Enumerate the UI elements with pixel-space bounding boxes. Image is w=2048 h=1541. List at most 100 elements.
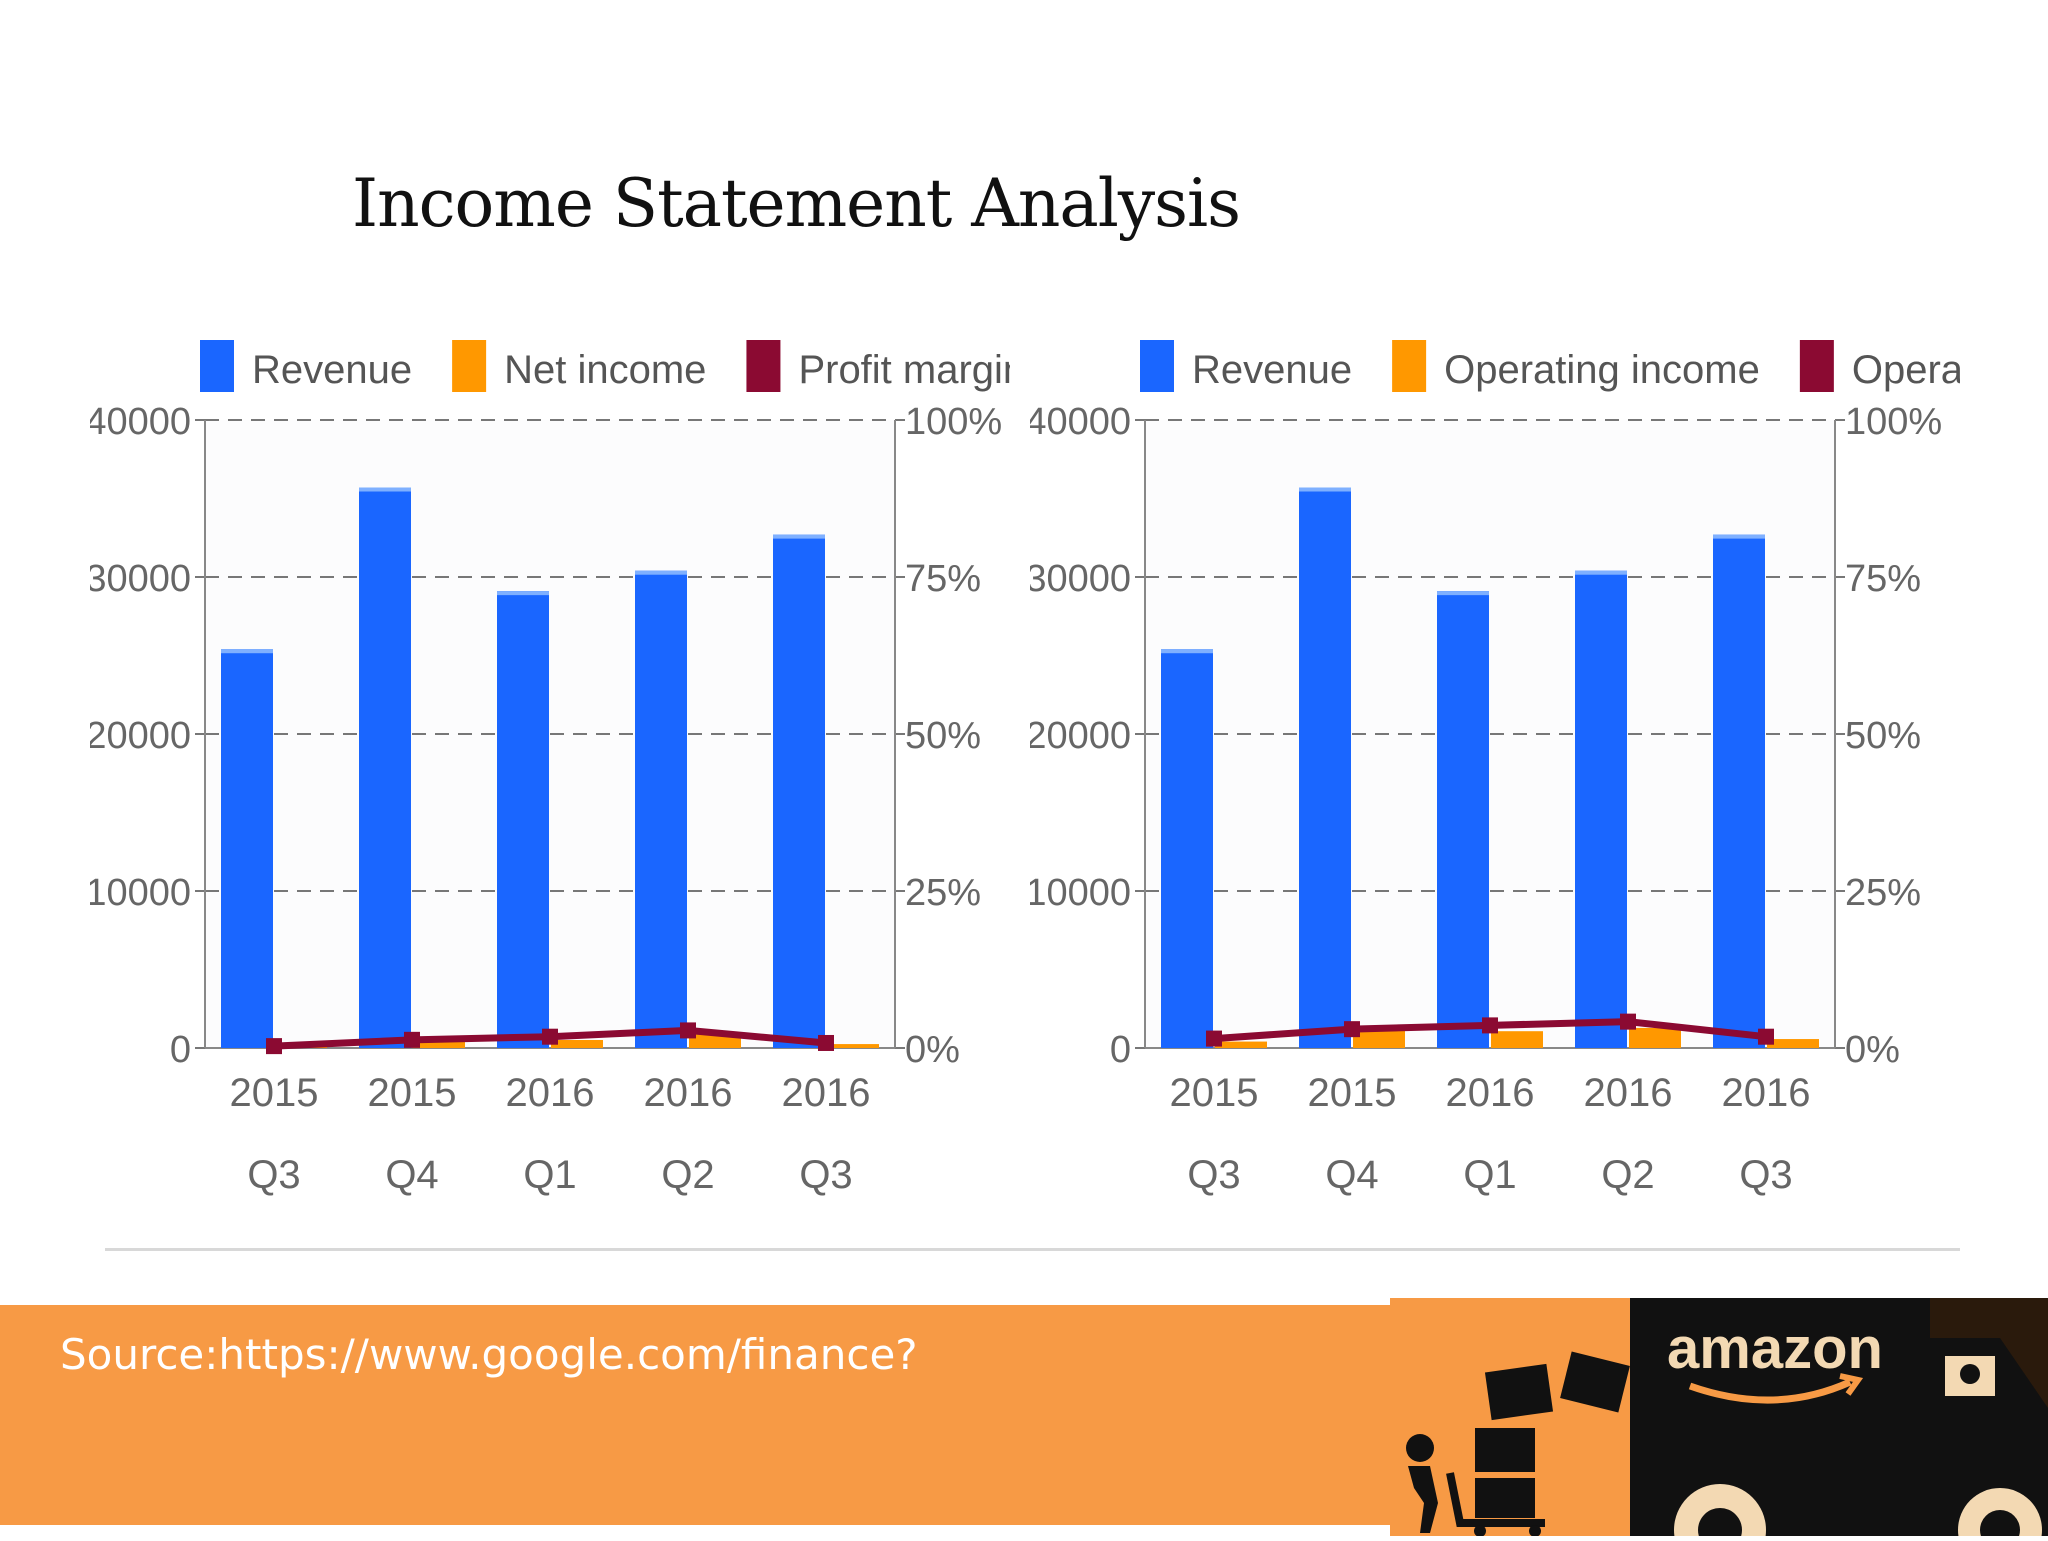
y2-tick-label: 25% — [905, 872, 981, 914]
margin-point — [1620, 1013, 1636, 1030]
x-tick-label-quarter: Q4 — [1325, 1153, 1378, 1197]
revenue-bar — [221, 649, 273, 1048]
x-tick-label-quarter: Q3 — [1187, 1153, 1240, 1197]
revenue-bar-cap — [1437, 591, 1489, 596]
x-tick-label-quarter: Q1 — [523, 1153, 576, 1197]
x-tick-label-quarter: Q3 — [247, 1153, 300, 1197]
income-bar — [1491, 1031, 1543, 1048]
legend-label: Revenue — [1192, 348, 1352, 392]
legend-swatch — [1799, 340, 1834, 392]
net-income-chart: Revenue Net income Profit margin (%) 0 10000… — [85, 320, 1099, 1225]
revenue-bar — [773, 534, 825, 1048]
revenue-bar — [1575, 570, 1627, 1048]
margin-point — [542, 1028, 558, 1045]
net-income-chart-svg: Revenue Net income Profit margin (%) 0 10000… — [85, 340, 1099, 1197]
y2-tick-label: 0% — [1845, 1029, 1900, 1071]
operating-income-chart-svg: Revenue Operating income Operating margin … — [1025, 340, 2048, 1197]
slide-title: Income Statement Analysis — [352, 165, 1241, 242]
amazon-logo: amazon — [1390, 1298, 2048, 1541]
y2-tick-label: 25% — [1845, 872, 1921, 914]
revenue-bar-cap — [1713, 534, 1765, 539]
source-text: Source:https://www.google.com/finance? — [60, 1330, 918, 1379]
income-bar — [1353, 1030, 1405, 1048]
income-bar — [1215, 1041, 1267, 1048]
y-tick-label: 10000 — [90, 872, 191, 914]
y-tick-label: 40000 — [90, 401, 191, 443]
revenue-bar-cap — [1161, 649, 1213, 654]
revenue-bar — [359, 487, 411, 1048]
revenue-bar — [1161, 649, 1213, 1048]
margin-point — [680, 1022, 696, 1039]
x-tick-label-year: 2015 — [1170, 1071, 1259, 1115]
x-tick-label-year: 2016 — [1446, 1071, 1535, 1115]
x-tick-label-quarter: Q4 — [385, 1153, 438, 1197]
margin-point — [1344, 1021, 1360, 1038]
y-tick-label: 20000 — [90, 715, 191, 757]
revenue-bar — [635, 570, 687, 1048]
x-tick-label-year: 2016 — [1584, 1071, 1673, 1115]
y2-tick-label: 50% — [905, 715, 981, 757]
y2-tick-label: 75% — [1845, 558, 1921, 600]
x-tick-label-quarter: Q2 — [661, 1153, 714, 1197]
y2-tick-label: 0% — [905, 1029, 960, 1071]
y2-tick-label: 100% — [1845, 401, 1942, 443]
income-bar — [689, 1034, 741, 1048]
operating-income-chart: Revenue Operating income Operating margin … — [1025, 320, 2048, 1225]
income-bar — [827, 1044, 879, 1048]
y-tick-label: 0 — [1110, 1029, 1131, 1071]
x-tick-label-quarter: Q3 — [799, 1153, 852, 1197]
margin-point — [818, 1034, 834, 1051]
x-tick-label-year: 2016 — [644, 1071, 733, 1115]
income-bar — [413, 1040, 465, 1048]
x-tick-label-year: 2015 — [230, 1071, 319, 1115]
y-tick-label: 20000 — [1030, 715, 1131, 757]
delivery-truck-icon: amazon — [1390, 1298, 2048, 1541]
x-tick-label-year: 2016 — [1722, 1071, 1811, 1115]
y-tick-label: 30000 — [1030, 558, 1131, 600]
margin-point — [404, 1031, 420, 1048]
legend-label: Operating income — [1444, 348, 1760, 392]
x-tick-label-quarter: Q1 — [1463, 1153, 1516, 1197]
amazon-wordmark: amazon — [1667, 1316, 1883, 1381]
legend-label: Net income — [504, 348, 706, 392]
x-tick-label-quarter: Q2 — [1601, 1153, 1654, 1197]
legend-swatch — [746, 340, 781, 392]
legend-swatch — [200, 340, 234, 392]
x-tick-label-year: 2016 — [506, 1071, 595, 1115]
legend-swatch — [1140, 340, 1174, 392]
legend-swatch — [452, 340, 487, 392]
y2-tick-label: 75% — [905, 558, 981, 600]
margin-point — [1482, 1017, 1498, 1034]
revenue-bar — [1437, 591, 1489, 1048]
y-tick-label: 10000 — [1030, 872, 1131, 914]
margin-point — [266, 1038, 282, 1055]
x-tick-label-year: 2016 — [782, 1071, 871, 1115]
y2-tick-label: 100% — [905, 401, 1002, 443]
x-tick-label-year: 2015 — [1308, 1071, 1397, 1115]
margin-point — [1758, 1028, 1774, 1045]
legend-label: Operating margin (%) — [1852, 348, 1960, 392]
income-bar — [1629, 1027, 1681, 1048]
legend-label: Profit margin (%) — [798, 348, 1010, 392]
revenue-bar-cap — [221, 649, 273, 654]
income-bar — [1767, 1039, 1819, 1048]
revenue-bar-cap — [773, 534, 825, 539]
y-tick-label: 0 — [170, 1029, 191, 1071]
revenue-bar-cap — [359, 487, 411, 492]
y-tick-label: 30000 — [90, 558, 191, 600]
legend-label: Revenue — [252, 348, 412, 392]
divider — [105, 1248, 1960, 1251]
revenue-bar-cap — [1299, 487, 1351, 492]
revenue-bar-cap — [635, 570, 687, 575]
revenue-bar — [1299, 487, 1351, 1048]
y-tick-label: 40000 — [1030, 401, 1131, 443]
revenue-bar — [1713, 534, 1765, 1048]
y2-tick-label: 50% — [1845, 715, 1921, 757]
revenue-bar — [497, 591, 549, 1048]
x-tick-label-year: 2015 — [368, 1071, 457, 1115]
income-bar — [551, 1039, 603, 1048]
legend-swatch — [1392, 340, 1427, 392]
revenue-bar-cap — [497, 591, 549, 596]
revenue-bar-cap — [1575, 570, 1627, 575]
x-tick-label-quarter: Q3 — [1739, 1153, 1792, 1197]
